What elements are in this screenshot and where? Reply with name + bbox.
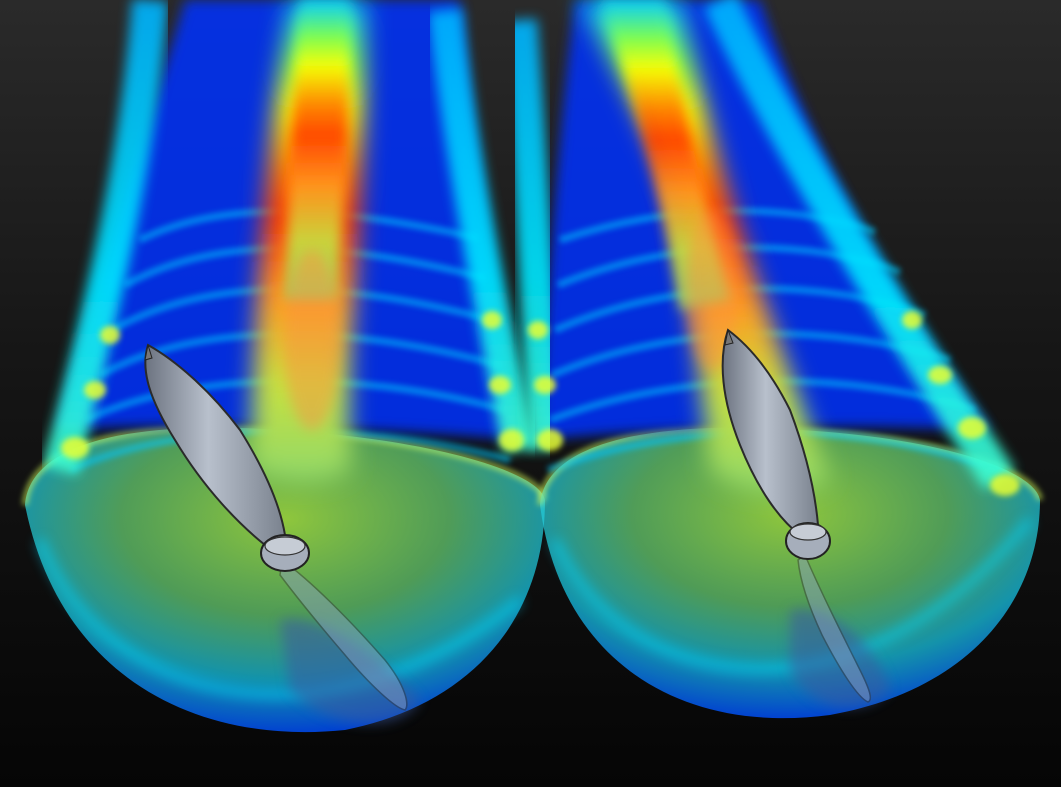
right-propeller xyxy=(721,328,872,703)
left-rotor-disk xyxy=(25,427,545,733)
left-propeller xyxy=(144,343,408,711)
right-propeller-lower-blade xyxy=(797,553,872,703)
left-wake xyxy=(22,0,548,733)
right-wake xyxy=(503,0,1043,719)
left-propeller-lower-blade xyxy=(279,558,408,711)
